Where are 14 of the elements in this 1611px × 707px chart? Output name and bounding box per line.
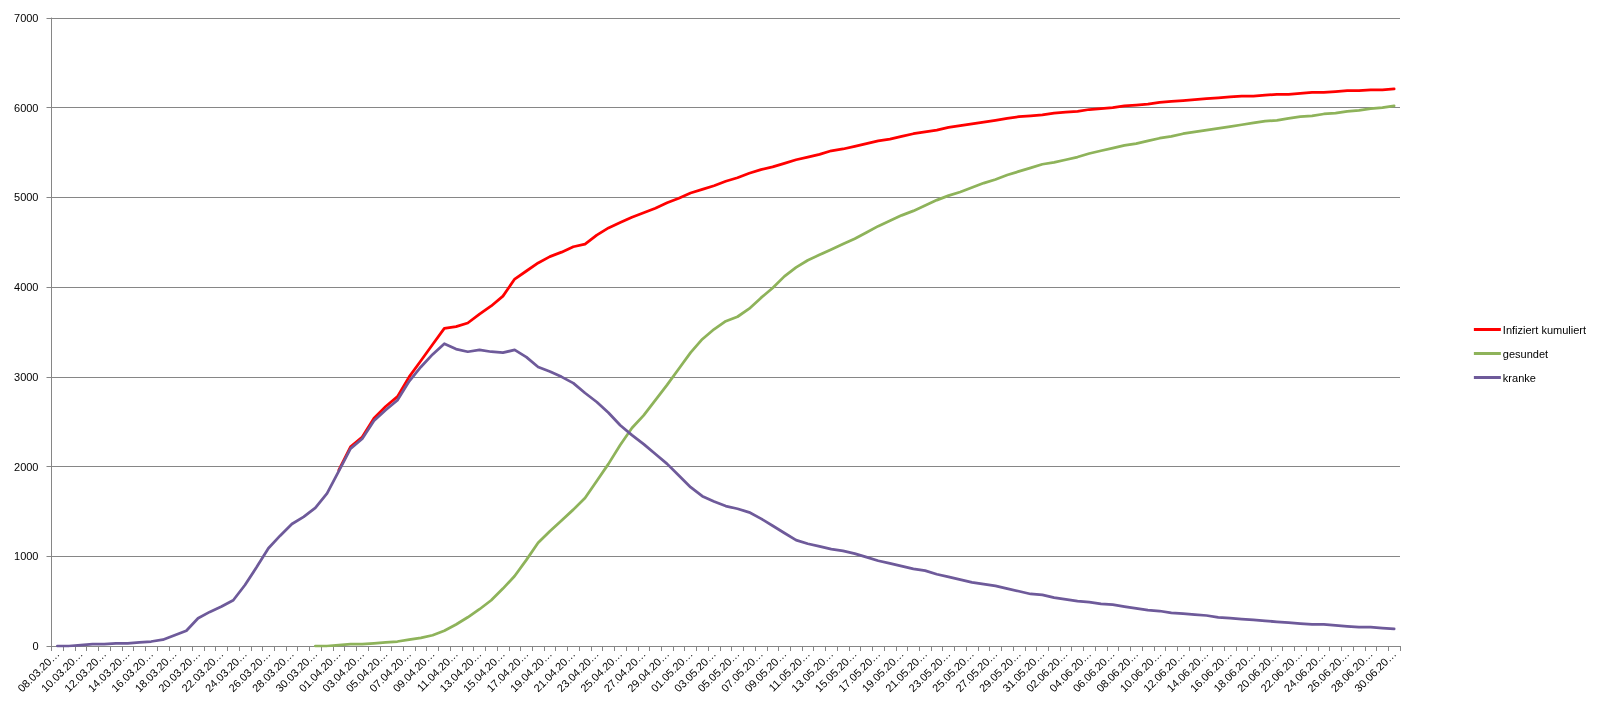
legend-label: gesundet <box>1502 347 1549 360</box>
y-tick-label: 0 <box>32 640 39 652</box>
y-tick-label: 2000 <box>14 460 39 473</box>
legend-label: kranke <box>1502 371 1536 384</box>
y-tick-label: 1000 <box>14 550 39 563</box>
line-series <box>313 104 1396 648</box>
y-tick-label: 5000 <box>14 191 39 204</box>
y-tick-label: 3000 <box>14 370 39 383</box>
y-tick-label: 6000 <box>14 101 39 114</box>
legend-label: Infiziert kumuliert <box>1502 323 1587 336</box>
y-tick-label: 7000 <box>14 12 39 24</box>
line-series <box>337 87 1396 472</box>
y-tick-label: 4000 <box>14 281 39 294</box>
line-series <box>55 342 1396 648</box>
